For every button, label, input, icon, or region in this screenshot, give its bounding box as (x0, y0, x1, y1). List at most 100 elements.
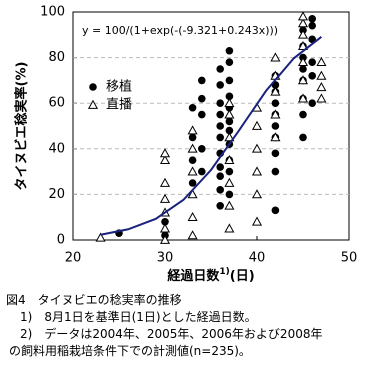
data-point (251, 120, 263, 130)
data-point (225, 46, 234, 55)
data-point (187, 189, 198, 199)
data-point (316, 70, 327, 80)
data-point (216, 99, 224, 107)
x-tick-label: 30 (157, 251, 174, 266)
legend-label: 直播 (106, 98, 132, 113)
data-point (297, 56, 309, 67)
data-point (316, 56, 327, 67)
data-point (216, 133, 224, 142)
data-point (198, 94, 206, 103)
data-point (270, 109, 281, 119)
data-point (271, 206, 280, 215)
data-point (270, 52, 281, 62)
data-point (225, 76, 234, 85)
y-tick-label: 100 (40, 5, 65, 20)
data-point (251, 166, 263, 176)
data-point (251, 143, 263, 153)
data-point (216, 163, 224, 171)
data-point (198, 145, 206, 153)
data-point (251, 216, 263, 226)
data-point (225, 126, 234, 135)
legend-marker (89, 83, 97, 91)
data-point (188, 103, 197, 112)
data-point (216, 65, 224, 73)
data-point (159, 177, 171, 187)
data-point (297, 40, 309, 51)
data-point (270, 86, 281, 96)
y-tick-label: 0 (57, 233, 65, 248)
data-point (216, 110, 224, 119)
data-point (271, 149, 280, 158)
data-point (299, 65, 307, 73)
legend-label: 移植 (106, 80, 132, 95)
data-point (299, 110, 307, 119)
data-point (159, 223, 171, 233)
data-point (271, 167, 280, 176)
data-point (198, 76, 206, 85)
data-point (159, 154, 171, 165)
data-point (216, 122, 224, 130)
data-point (159, 234, 171, 244)
data-point (198, 110, 206, 119)
data-point (224, 200, 235, 210)
data-point (216, 81, 224, 89)
data-point (198, 167, 206, 176)
data-point (271, 122, 280, 130)
data-point (225, 58, 234, 66)
y-axis-label: タイヌビエ稔実率(%) (14, 62, 30, 191)
data-point (299, 133, 307, 142)
data-point (161, 217, 169, 226)
x-axis-label-note: 1) (219, 267, 229, 277)
data-point (187, 125, 198, 135)
data-point (271, 99, 280, 107)
data-point (308, 72, 317, 80)
data-point (308, 21, 317, 30)
caption-title: 図4 タイヌビエの稔実率の推移 (6, 293, 182, 307)
data-point (225, 117, 234, 126)
data-point (188, 133, 197, 142)
plot-frame (72, 11, 350, 241)
data-point (297, 11, 309, 21)
x-tick-label: 20 (65, 251, 82, 266)
data-point (316, 82, 327, 92)
data-point (187, 143, 198, 153)
data-point (216, 186, 224, 194)
x-axis-label-text: 経過日数 (167, 268, 220, 284)
data-point (224, 177, 235, 187)
data-point (316, 93, 327, 103)
data-point (308, 99, 317, 107)
data-point (225, 92, 234, 101)
data-point (270, 132, 281, 142)
data-point (188, 179, 197, 187)
data-point (297, 29, 309, 39)
data-point (159, 148, 171, 158)
equation: y = 100/(1+exp(-(-9.321+0.243x))) (82, 24, 278, 37)
data-point (216, 172, 224, 180)
data-point (187, 166, 198, 176)
y-tick-label: 20 (48, 187, 65, 202)
x-tick-label: 50 (341, 251, 358, 266)
data-point (95, 232, 106, 242)
fit-curve (100, 36, 323, 236)
data-point (187, 211, 198, 222)
caption-note: 1) 8月1日を基準日(1日)とした経過日数。 (20, 310, 257, 324)
data-point (225, 190, 234, 199)
data-point (224, 223, 235, 233)
data-point (297, 93, 309, 103)
caption: 図4 タイヌビエの稔実率の推移 1) 8月1日を基準日(1日)とした経過日数。 … (6, 292, 322, 360)
data-point (224, 132, 235, 142)
x-tick-label: 40 (249, 251, 266, 266)
data-point (159, 193, 171, 203)
x-axis-label: 経過日数1)(日) (167, 267, 254, 284)
data-point (224, 109, 235, 119)
data-point (251, 189, 263, 199)
data-point (225, 167, 234, 176)
data-point (216, 202, 224, 210)
data-point (308, 15, 317, 23)
y-tick-label: 40 (48, 141, 65, 156)
legend-marker (87, 99, 99, 109)
data-point (187, 230, 198, 240)
data-point (297, 18, 309, 28)
data-point (224, 97, 235, 108)
